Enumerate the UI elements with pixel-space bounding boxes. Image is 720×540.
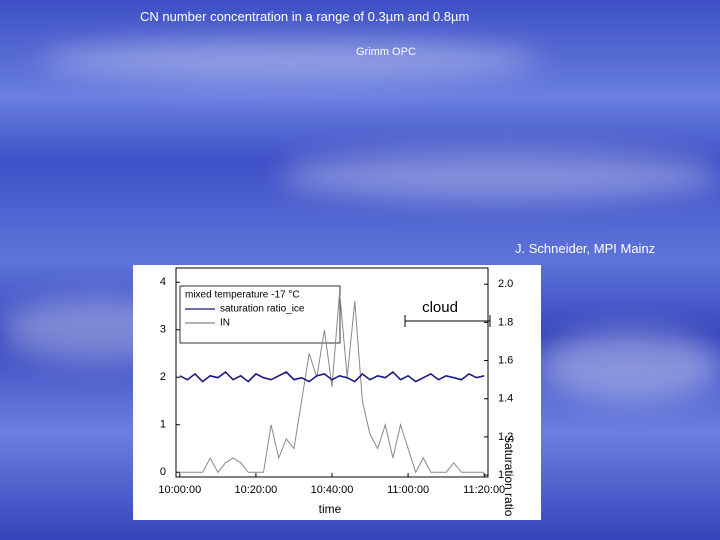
credit: J. Schneider, MPI Mainz bbox=[515, 241, 656, 256]
legend-label: saturation ratio_ice bbox=[220, 304, 305, 315]
legend-label: IN bbox=[220, 318, 230, 329]
x-tick-label: 10:00:00 bbox=[158, 484, 201, 496]
y2-tick-label: 1.8 bbox=[498, 316, 513, 328]
y2-tick-label: 1.2 bbox=[498, 431, 513, 443]
x-tick-label: 10:40:00 bbox=[311, 484, 354, 496]
slide-subtitle: Grimm OPC bbox=[356, 46, 416, 58]
y-tick-label: 0 bbox=[160, 466, 166, 478]
y2-tick-label: 2.0 bbox=[498, 278, 513, 290]
y-tick-label: 4 bbox=[160, 276, 166, 288]
annotation: cloud bbox=[422, 299, 458, 316]
x-tick-label: 10:20:00 bbox=[234, 484, 277, 496]
x-axis-label: time bbox=[319, 502, 342, 516]
y2-tick-label: 1.6 bbox=[498, 354, 513, 366]
cloud-haze bbox=[540, 330, 720, 400]
y2-tick-label: 1.4 bbox=[498, 393, 513, 405]
cloud-haze bbox=[280, 150, 720, 200]
annotation-bracket bbox=[404, 315, 491, 327]
cloud-haze bbox=[40, 40, 540, 80]
legend-box bbox=[179, 285, 341, 344]
y2-tick-label: 1 bbox=[498, 469, 504, 481]
y-tick-label: 1 bbox=[160, 419, 166, 431]
series-line bbox=[179, 370, 485, 383]
y-tick-label: 2 bbox=[160, 371, 166, 383]
x-tick-label: 11:00:00 bbox=[387, 484, 429, 496]
slide-title: CN number concentration in a range of 0.… bbox=[140, 9, 470, 24]
legend-title: mixed temperature -17 °C bbox=[185, 290, 300, 301]
y-tick-label: 3 bbox=[160, 324, 166, 336]
y2-axis-label: Saturation ratio bbox=[502, 435, 516, 517]
series-line bbox=[179, 291, 485, 474]
x-tick-label: 11:20:00 bbox=[463, 484, 505, 496]
